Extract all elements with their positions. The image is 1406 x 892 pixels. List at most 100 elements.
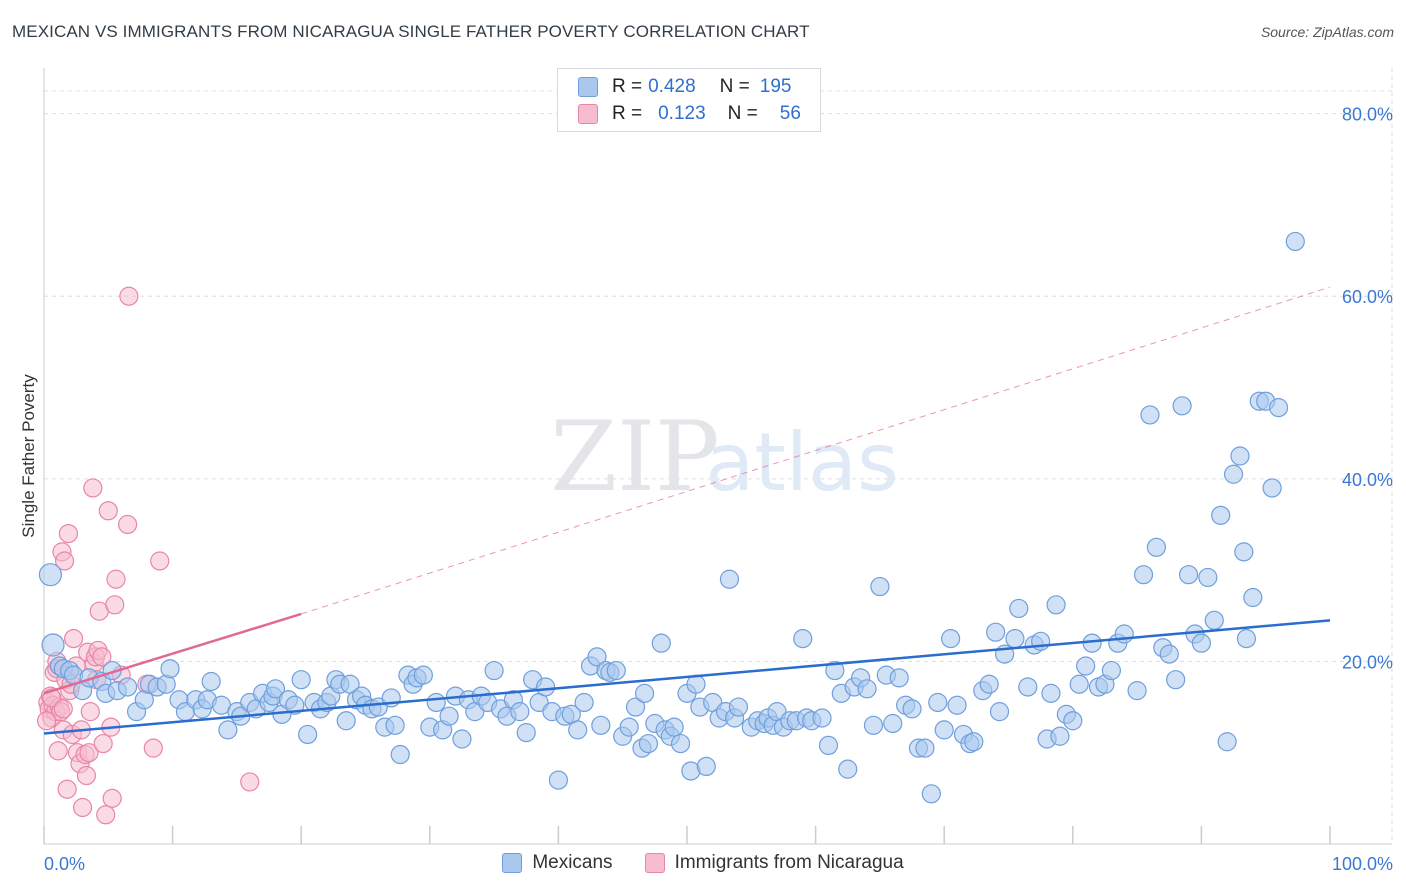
mexicans-point (1146, 537, 1166, 557)
mexicans-point (1127, 681, 1147, 701)
mexicans-point (587, 647, 607, 667)
legend-swatch-blue (502, 853, 523, 873)
mexicans-point (1031, 631, 1051, 651)
mexicans-point (670, 733, 691, 754)
watermark-zip: ZIP (550, 401, 719, 513)
mexicans-point (1140, 405, 1160, 425)
mexicans-point (664, 717, 684, 737)
mexicans-point (1223, 464, 1244, 484)
mexicans-point (484, 660, 504, 681)
mexicans-point (889, 668, 909, 688)
mexicans-point (818, 735, 839, 756)
mexicans-point (812, 708, 832, 728)
mexicans-point (883, 713, 903, 734)
nicaragua-point (119, 286, 139, 306)
mexicans-point (638, 733, 659, 754)
mexicans-point (285, 695, 305, 715)
mexicans-point (385, 715, 405, 735)
mexicans-point (1230, 446, 1250, 466)
mexicans-point (1050, 726, 1070, 746)
mexicans-point (921, 784, 941, 804)
legend-r-value: 0.123 (658, 103, 706, 124)
mexicans-point (1211, 505, 1231, 525)
mexicans-point (413, 665, 433, 685)
legend-n-label: N = (727, 103, 758, 124)
mexicans-point (38, 563, 63, 587)
legend-r-label: R = (612, 103, 643, 124)
mexicans-point (1076, 656, 1096, 676)
mexicans-point (1178, 565, 1199, 585)
mexicans-point (160, 659, 180, 679)
mexicans-point (1046, 595, 1066, 615)
legend-row-nicaragua: R = 0.123 N = 56 (578, 101, 801, 127)
legend-swatch-pink (644, 853, 665, 873)
mexicans-point (989, 702, 1010, 722)
mexicans-point (1236, 628, 1257, 649)
trend-line-nicaragua-extension (301, 286, 1331, 615)
nicaragua-point (53, 699, 73, 719)
legend-swatch-pink (578, 104, 598, 124)
series-mexicans (38, 231, 1305, 804)
legend-label-nicaragua: Immigrants from Nicaragua (674, 852, 904, 873)
nicaragua-point (96, 805, 116, 825)
mexicans-point (625, 697, 646, 717)
mexicans-point (390, 744, 410, 765)
mexicans-point (1285, 231, 1305, 252)
mexicans-point (1234, 542, 1254, 562)
mexicans-point (218, 720, 238, 740)
mexicans-point (934, 720, 954, 740)
nicaragua-point (150, 551, 170, 571)
nicaragua-point (105, 595, 125, 615)
series-legend: Mexicans Immigrants from Nicaragua (0, 852, 1406, 874)
mexicans-point (1166, 670, 1186, 690)
nicaragua-point (48, 741, 68, 761)
nicaragua-point (92, 647, 112, 667)
nicaragua-point (93, 733, 113, 754)
y-tick-label: 20.0% (1342, 652, 1393, 672)
chart-title: MEXICAN VS IMMIGRANTS FROM NICARAGUA SIN… (12, 22, 810, 41)
mexicans-point (728, 697, 749, 717)
mexicans-point (1018, 677, 1038, 697)
mexicans-point (1268, 398, 1289, 418)
mexicans-point (947, 695, 967, 715)
mexicans-point (1159, 644, 1179, 664)
mexicans-point (1198, 567, 1218, 588)
nicaragua-point (54, 551, 75, 571)
trend-lines (43, 286, 1331, 735)
mexicans-point (719, 569, 740, 589)
mexicans-point (291, 670, 311, 690)
y-tick-label: 60.0% (1342, 287, 1393, 307)
correlation-legend: R = 0.428 N = 195 R = 0.123 N = 56 (557, 68, 821, 132)
source-label: Source: ZipAtlas.com (1260, 24, 1394, 40)
mexicans-point (591, 715, 611, 735)
mexicans-point (606, 660, 626, 681)
mexicans-point (336, 711, 356, 731)
nicaragua-point (36, 711, 57, 731)
mexicans-point (452, 729, 472, 749)
mexicans-point (863, 715, 884, 735)
mexicans-point (439, 706, 459, 726)
y-axis-label: Single Father Poverty (19, 374, 38, 538)
legend-n-value: 56 (779, 103, 801, 124)
watermark: ZIP atlas (550, 401, 898, 513)
nicaragua-point (117, 514, 138, 535)
nicaragua-point (98, 501, 118, 521)
nicaragua-point (240, 772, 260, 792)
mexicans-point (1063, 711, 1083, 731)
y-tick-label: 40.0% (1342, 470, 1393, 490)
nicaragua-point (106, 569, 126, 589)
mexicans-point (838, 759, 858, 779)
mexicans-point (426, 692, 446, 713)
mexicans-point (201, 671, 221, 692)
nicaragua-point (76, 765, 97, 786)
x-tick-label: 0.0% (44, 854, 85, 874)
nicaragua-point (63, 628, 84, 649)
mexicans-point (1172, 396, 1192, 416)
legend-row-mexicans: R = 0.428 N = 195 (578, 74, 791, 100)
legend-r-label: R = (612, 76, 643, 97)
mexicans-point (1217, 732, 1237, 752)
legend-item-mexicans: Mexicans (502, 852, 613, 874)
mexicans-point (574, 692, 594, 713)
mexicans-point (1191, 633, 1212, 653)
